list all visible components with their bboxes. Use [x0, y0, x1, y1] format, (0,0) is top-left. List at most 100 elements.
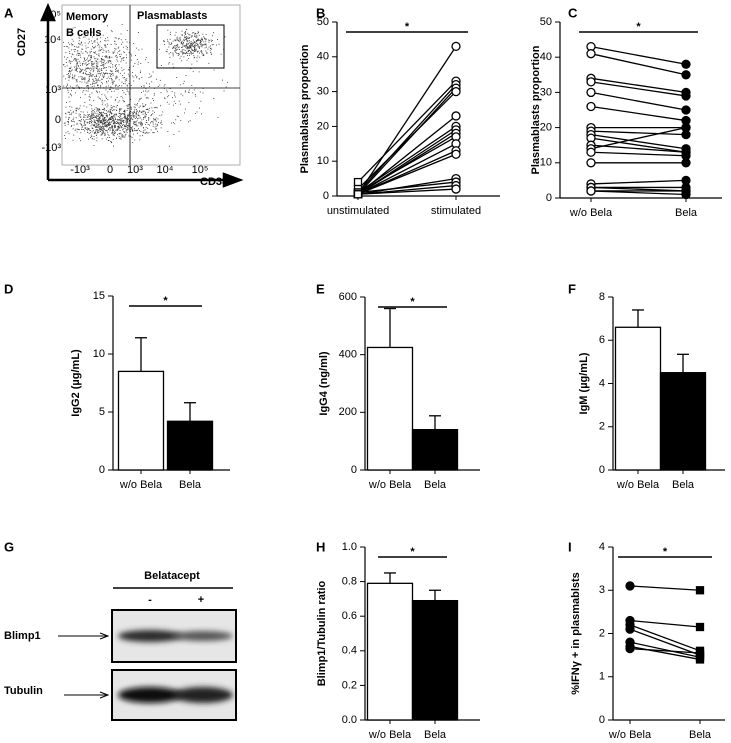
- dot: [164, 84, 166, 86]
- dot: [94, 124, 95, 126]
- dot: [193, 55, 195, 57]
- dot: [142, 113, 144, 115]
- dot: [155, 128, 156, 130]
- dot: [199, 107, 200, 109]
- dot: [93, 119, 95, 121]
- significance-mark: *: [410, 546, 415, 558]
- dot: [157, 86, 159, 87]
- dot: [95, 123, 97, 125]
- pair-line: [590, 179, 687, 185]
- dot: [103, 62, 105, 64]
- dot: [181, 34, 183, 36]
- dot: [112, 139, 114, 140]
- dot: [68, 68, 70, 69]
- dot: [89, 120, 91, 122]
- dot: [97, 42, 98, 44]
- dot: [149, 107, 150, 109]
- dot: [112, 134, 114, 135]
- dot: [112, 130, 114, 132]
- dot: [100, 58, 102, 59]
- dot: [132, 118, 134, 120]
- y-axis-label: IgG4 (ng/ml): [318, 351, 330, 416]
- dot: [119, 124, 121, 126]
- dot: [138, 128, 139, 130]
- panel-letter: F: [568, 281, 576, 296]
- pair-line: [357, 177, 457, 195]
- dot: [197, 51, 199, 53]
- dot: [85, 50, 87, 52]
- dot: [138, 61, 140, 63]
- dot: [106, 120, 108, 122]
- dot: [88, 114, 89, 116]
- y-tick-label: 0: [599, 714, 605, 726]
- y-axis-label: CD27: [16, 28, 28, 56]
- dot: [223, 90, 225, 92]
- dot: [123, 122, 125, 123]
- dot: [184, 36, 186, 38]
- dot: [96, 74, 97, 76]
- dot: [115, 77, 117, 79]
- dot: [124, 80, 126, 82]
- dot: [104, 104, 106, 106]
- dot: [182, 46, 184, 48]
- dot: [115, 118, 116, 120]
- dot: [95, 129, 97, 131]
- dot: [139, 130, 140, 131]
- dot: [183, 39, 185, 41]
- marker: [586, 158, 596, 168]
- dot: [82, 111, 84, 113]
- dot: [91, 66, 93, 68]
- dot: [187, 32, 189, 34]
- dot: [88, 80, 90, 82]
- dot: [113, 145, 114, 147]
- dot: [72, 88, 74, 89]
- dot: [147, 62, 149, 64]
- dot: [97, 69, 99, 70]
- dot: [126, 124, 127, 126]
- dot: [203, 41, 205, 43]
- dot: [67, 111, 69, 113]
- dot: [88, 116, 90, 117]
- dot: [132, 113, 134, 115]
- dot: [143, 86, 145, 88]
- dot: [87, 90, 89, 92]
- dot: [113, 114, 115, 116]
- dot: [193, 50, 195, 51]
- dot: [186, 45, 188, 47]
- dot: [87, 128, 89, 130]
- dot: [103, 67, 105, 69]
- dot: [115, 76, 117, 78]
- dot: [117, 122, 118, 124]
- dot: [187, 91, 189, 93]
- dot: [208, 40, 210, 41]
- pair-line: [590, 137, 687, 153]
- plot-frame: [61, 4, 241, 166]
- dot: [82, 48, 84, 50]
- dot: [170, 33, 171, 35]
- dot: [207, 48, 209, 50]
- dot: [91, 110, 93, 112]
- dot: [110, 116, 112, 118]
- dot: [90, 48, 92, 50]
- dot: [87, 117, 89, 118]
- dot: [140, 70, 141, 72]
- dot: [85, 67, 87, 69]
- dot: [101, 113, 102, 115]
- dot: [91, 115, 92, 117]
- dot: [176, 115, 178, 117]
- dot: [119, 109, 121, 111]
- dot: [180, 55, 182, 57]
- dot: [89, 122, 91, 124]
- dot: [63, 64, 64, 66]
- dot: [148, 119, 150, 121]
- dot: [140, 131, 142, 132]
- dot: [102, 61, 104, 63]
- dot: [99, 80, 101, 82]
- dot: [184, 52, 186, 54]
- dot: [160, 105, 161, 107]
- dot: [177, 39, 179, 41]
- dot: [125, 120, 127, 122]
- dot: [99, 116, 100, 118]
- dot: [102, 115, 104, 117]
- dot: [149, 73, 151, 75]
